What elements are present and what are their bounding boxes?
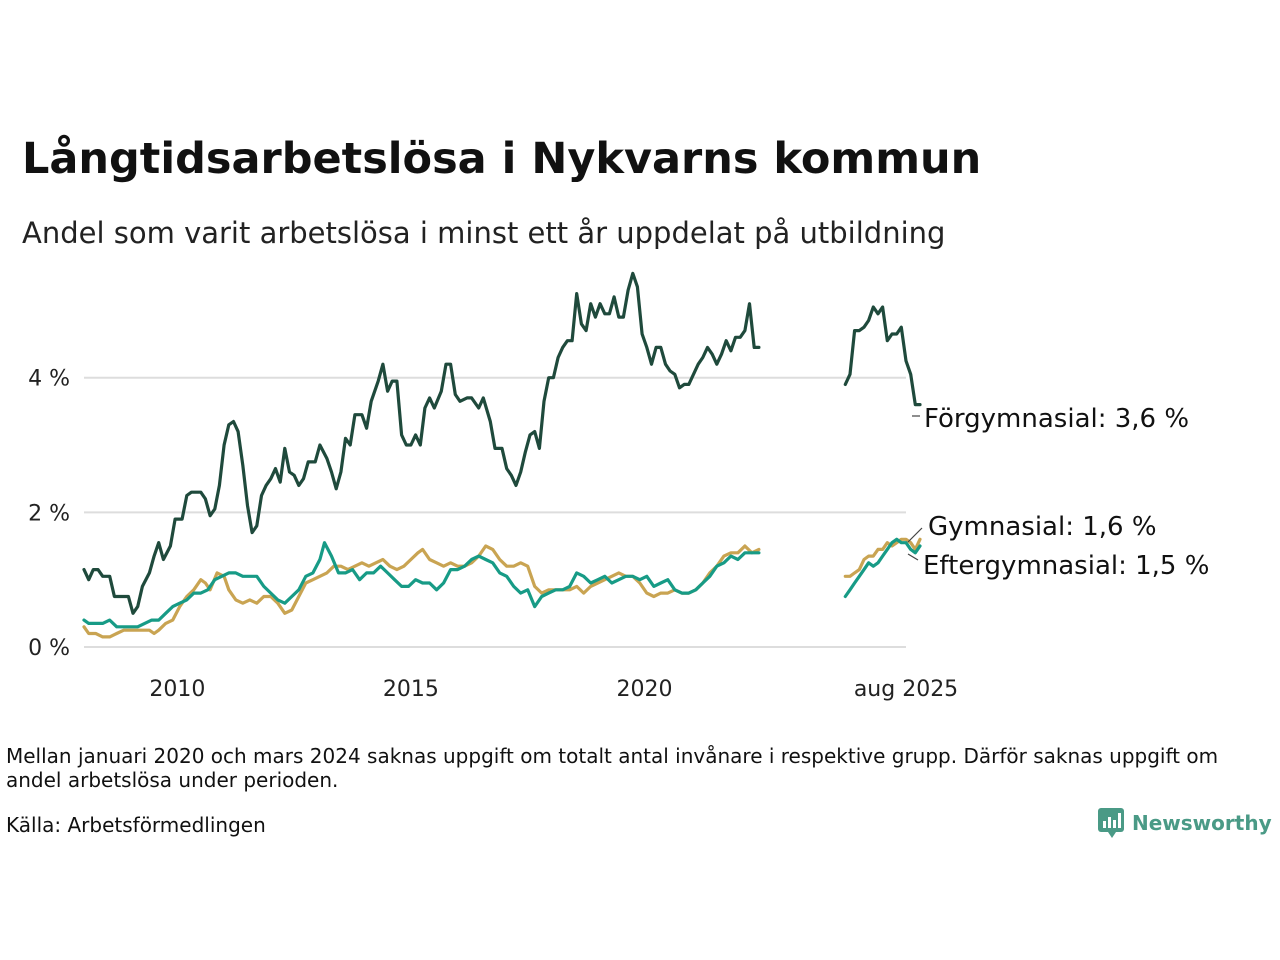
newsworthy-logo: Newsworthy <box>1098 808 1272 838</box>
brand-name: Newsworthy <box>1132 811 1272 835</box>
footnote: Mellan januari 2020 och mars 2024 saknas… <box>6 744 1219 792</box>
x-tick-label: 2020 <box>616 677 672 702</box>
x-axis-labels: 2010 2015 2020 aug 2025 <box>149 677 958 702</box>
gridlines <box>84 376 906 648</box>
chart-title: Långtidsarbetslösa i Nykvarns kommun <box>22 134 982 184</box>
y-tick-label: 2 % <box>28 501 70 526</box>
series-end-label: Förgymnasial: 3,6 % <box>924 404 1189 434</box>
label-leader-line <box>907 553 919 561</box>
chart-subtitle: Andel som varit arbetslösa i minst ett å… <box>22 216 946 250</box>
x-tick-label: 2015 <box>383 677 439 702</box>
series-end-label: Eftergymnasial: 1,5 % <box>923 551 1209 581</box>
y-axis-labels: 0 % 2 % 4 % <box>28 367 70 661</box>
y-tick-label: 4 % <box>28 367 70 392</box>
x-tick-label: aug 2025 <box>854 677 958 702</box>
series-lines <box>82 271 922 639</box>
line-chart: 0 % 2 % 4 % 2010 2015 2020 aug 2025 Förgymnas… <box>28 271 1209 702</box>
series-end-label: Gymnasial: 1,6 % <box>928 512 1157 542</box>
series-line-gymnasial <box>82 544 761 639</box>
series-line-förgymnasial <box>82 271 761 615</box>
series-line-gymnasial <box>843 537 922 578</box>
label-leader-line <box>907 527 923 543</box>
source-credit: Källa: Arbetsförmedlingen <box>6 813 266 837</box>
end-labels: Förgymnasial: 3,6 % Gymnasial: 1,6 % Efter… <box>907 404 1209 581</box>
series-line-förgymnasial <box>843 305 922 407</box>
x-tick-label: 2010 <box>149 677 205 702</box>
y-tick-label: 0 % <box>28 636 70 661</box>
series-line-eftergymnasial <box>843 537 922 599</box>
series-line-eftergymnasial <box>82 541 761 629</box>
bar-chart-speech-icon <box>1098 808 1124 838</box>
